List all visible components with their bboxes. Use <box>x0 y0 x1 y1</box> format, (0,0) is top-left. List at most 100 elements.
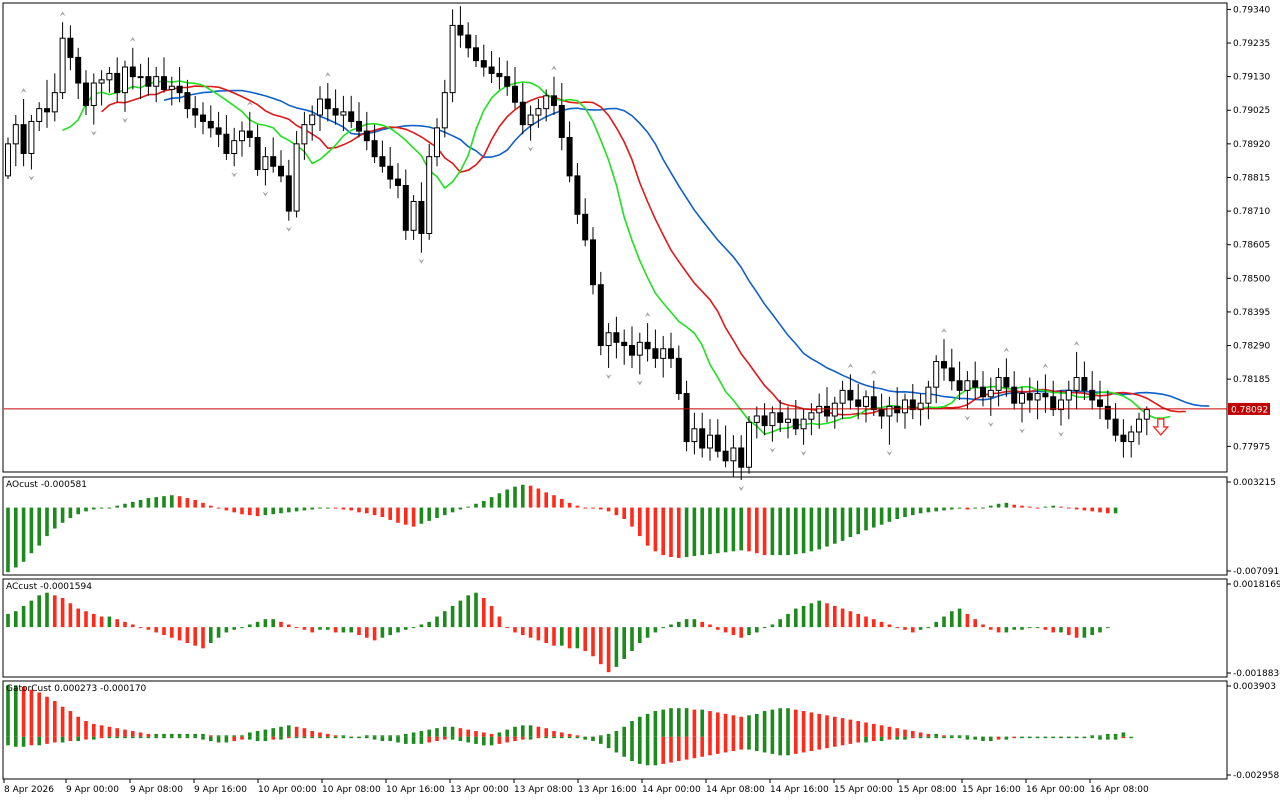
gator-lower-bar <box>287 737 291 738</box>
candle-body <box>263 157 268 170</box>
ao-bar <box>685 508 689 557</box>
gator-upper-bar <box>794 710 798 737</box>
x-tick-label: 10 Apr 16:00 <box>386 785 445 795</box>
ao-bar <box>849 508 853 537</box>
gator-upper-bar <box>147 734 151 737</box>
ac-bar <box>849 611 853 627</box>
candle-body <box>965 381 970 391</box>
ao-bar <box>724 508 728 553</box>
ao-bar <box>14 508 18 568</box>
gator-lower-bar <box>1036 737 1040 738</box>
gator-lower-bar <box>529 737 533 740</box>
gator-lower-bar <box>147 737 151 738</box>
candle-body <box>856 400 861 406</box>
gator-upper-bar <box>248 732 252 736</box>
gator-lower-bar <box>895 737 899 740</box>
ac-bar <box>1075 627 1079 638</box>
ao-bar <box>872 508 876 528</box>
y-tick-label: 0.78290 <box>1233 342 1270 352</box>
ao-bar <box>232 508 236 513</box>
ac-bar <box>466 595 470 627</box>
gator-lower-bar <box>443 737 447 740</box>
gator-upper-bar <box>303 728 307 737</box>
ao-bar <box>334 508 338 509</box>
gator-lower-bar <box>841 737 845 746</box>
ac-bar <box>61 598 65 627</box>
gator-lower-bar <box>934 737 938 738</box>
gator-lower-bar <box>817 737 821 750</box>
ac-bar <box>248 624 252 627</box>
ac-bar <box>349 627 353 632</box>
gator-lower-bar <box>942 737 946 738</box>
candle-body <box>957 381 962 391</box>
ao-bar <box>817 508 821 550</box>
gator-lower-bar <box>1051 737 1055 738</box>
ac-bar <box>833 606 837 627</box>
candle-body <box>1144 410 1149 420</box>
y-tick-label: 0.79235 <box>1233 39 1270 49</box>
ac-bar <box>100 617 104 628</box>
ac-bar <box>934 622 938 627</box>
ao-bar <box>1005 503 1009 508</box>
gator-upper-bar <box>622 727 626 737</box>
gator-lower-bar <box>404 737 408 744</box>
candle-body <box>934 362 939 388</box>
ac-bar <box>1020 627 1024 630</box>
candle-body <box>731 448 736 461</box>
gator-y-tick-label: -0.002958 <box>1233 771 1279 781</box>
gator-upper-bar <box>958 735 962 736</box>
candle-body <box>926 387 931 403</box>
ao-bar <box>248 508 252 516</box>
gator-lower-bar <box>1114 737 1118 740</box>
ac-bar <box>225 627 229 632</box>
candle-body <box>247 131 252 137</box>
ac-bar <box>864 617 868 628</box>
candle-body <box>879 410 884 416</box>
gator-lower-bar <box>537 737 541 738</box>
ao-bar <box>131 502 135 508</box>
gator-lower-bar <box>591 737 595 741</box>
ac-bar <box>357 627 361 635</box>
ac-bar <box>856 614 860 627</box>
gator-upper-bar <box>786 708 790 737</box>
gator-lower-bar <box>318 737 322 738</box>
ac-bar <box>388 627 392 635</box>
ac-bar <box>950 611 954 627</box>
gator-lower-bar <box>661 737 665 764</box>
ac-bar <box>404 627 408 630</box>
candle-body <box>895 406 900 412</box>
gator-upper-bar <box>154 734 158 737</box>
ac-bar <box>412 627 416 628</box>
ac-bar <box>919 627 923 630</box>
gator-lower-bar <box>1122 737 1126 738</box>
gator-upper-bar <box>724 714 728 737</box>
gator-upper-bar <box>856 721 860 737</box>
ao-bar <box>1028 507 1032 508</box>
gator-lower-bar <box>810 737 814 751</box>
ac-bar <box>279 622 283 627</box>
ac-bar <box>700 622 704 627</box>
candle-body <box>13 125 18 144</box>
gator-lower-bar <box>295 737 299 738</box>
candle-body <box>1066 390 1071 400</box>
ao-bar <box>287 508 291 513</box>
candle-body <box>185 93 190 109</box>
gator-upper-bar <box>513 727 517 737</box>
gator-upper-bar <box>677 708 681 737</box>
candle-body <box>988 390 993 396</box>
gator-lower-bar <box>373 737 377 740</box>
x-tick-label: 15 Apr 00:00 <box>834 785 893 795</box>
ao-bar <box>271 508 275 515</box>
ao-bar <box>303 508 307 511</box>
gator-lower-bar <box>849 737 853 744</box>
ao-bar <box>591 508 595 509</box>
ao-bar <box>193 500 197 508</box>
ao-bar <box>1067 508 1071 509</box>
ac-bar <box>669 624 673 627</box>
gator-upper-bar <box>505 730 509 737</box>
candle-body <box>520 102 525 124</box>
ao-bar <box>451 508 455 513</box>
candle-body <box>840 390 845 403</box>
